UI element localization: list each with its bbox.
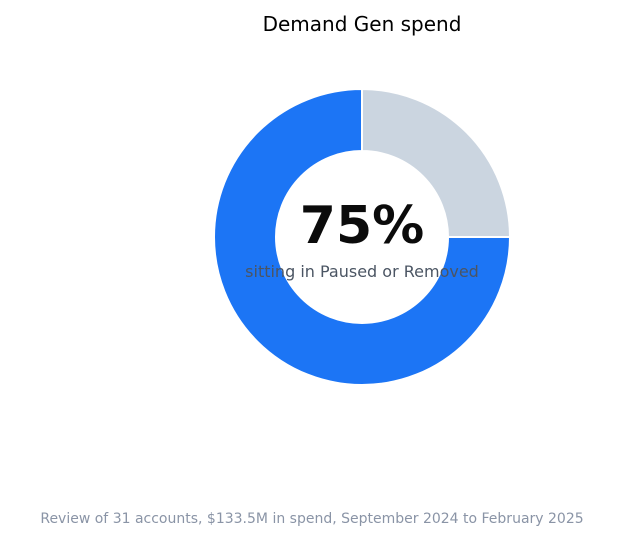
donut-slices bbox=[213, 87, 512, 386]
center-value: 75% bbox=[300, 196, 424, 256]
chart-title: Demand Gen spend bbox=[263, 12, 462, 36]
donut-slice-1 bbox=[213, 87, 512, 386]
footnote: Review of 31 accounts, $133.5M in spend,… bbox=[40, 511, 583, 527]
center-label: sitting in Paused or Removed bbox=[245, 262, 479, 281]
donut-slice-0 bbox=[361, 87, 512, 238]
